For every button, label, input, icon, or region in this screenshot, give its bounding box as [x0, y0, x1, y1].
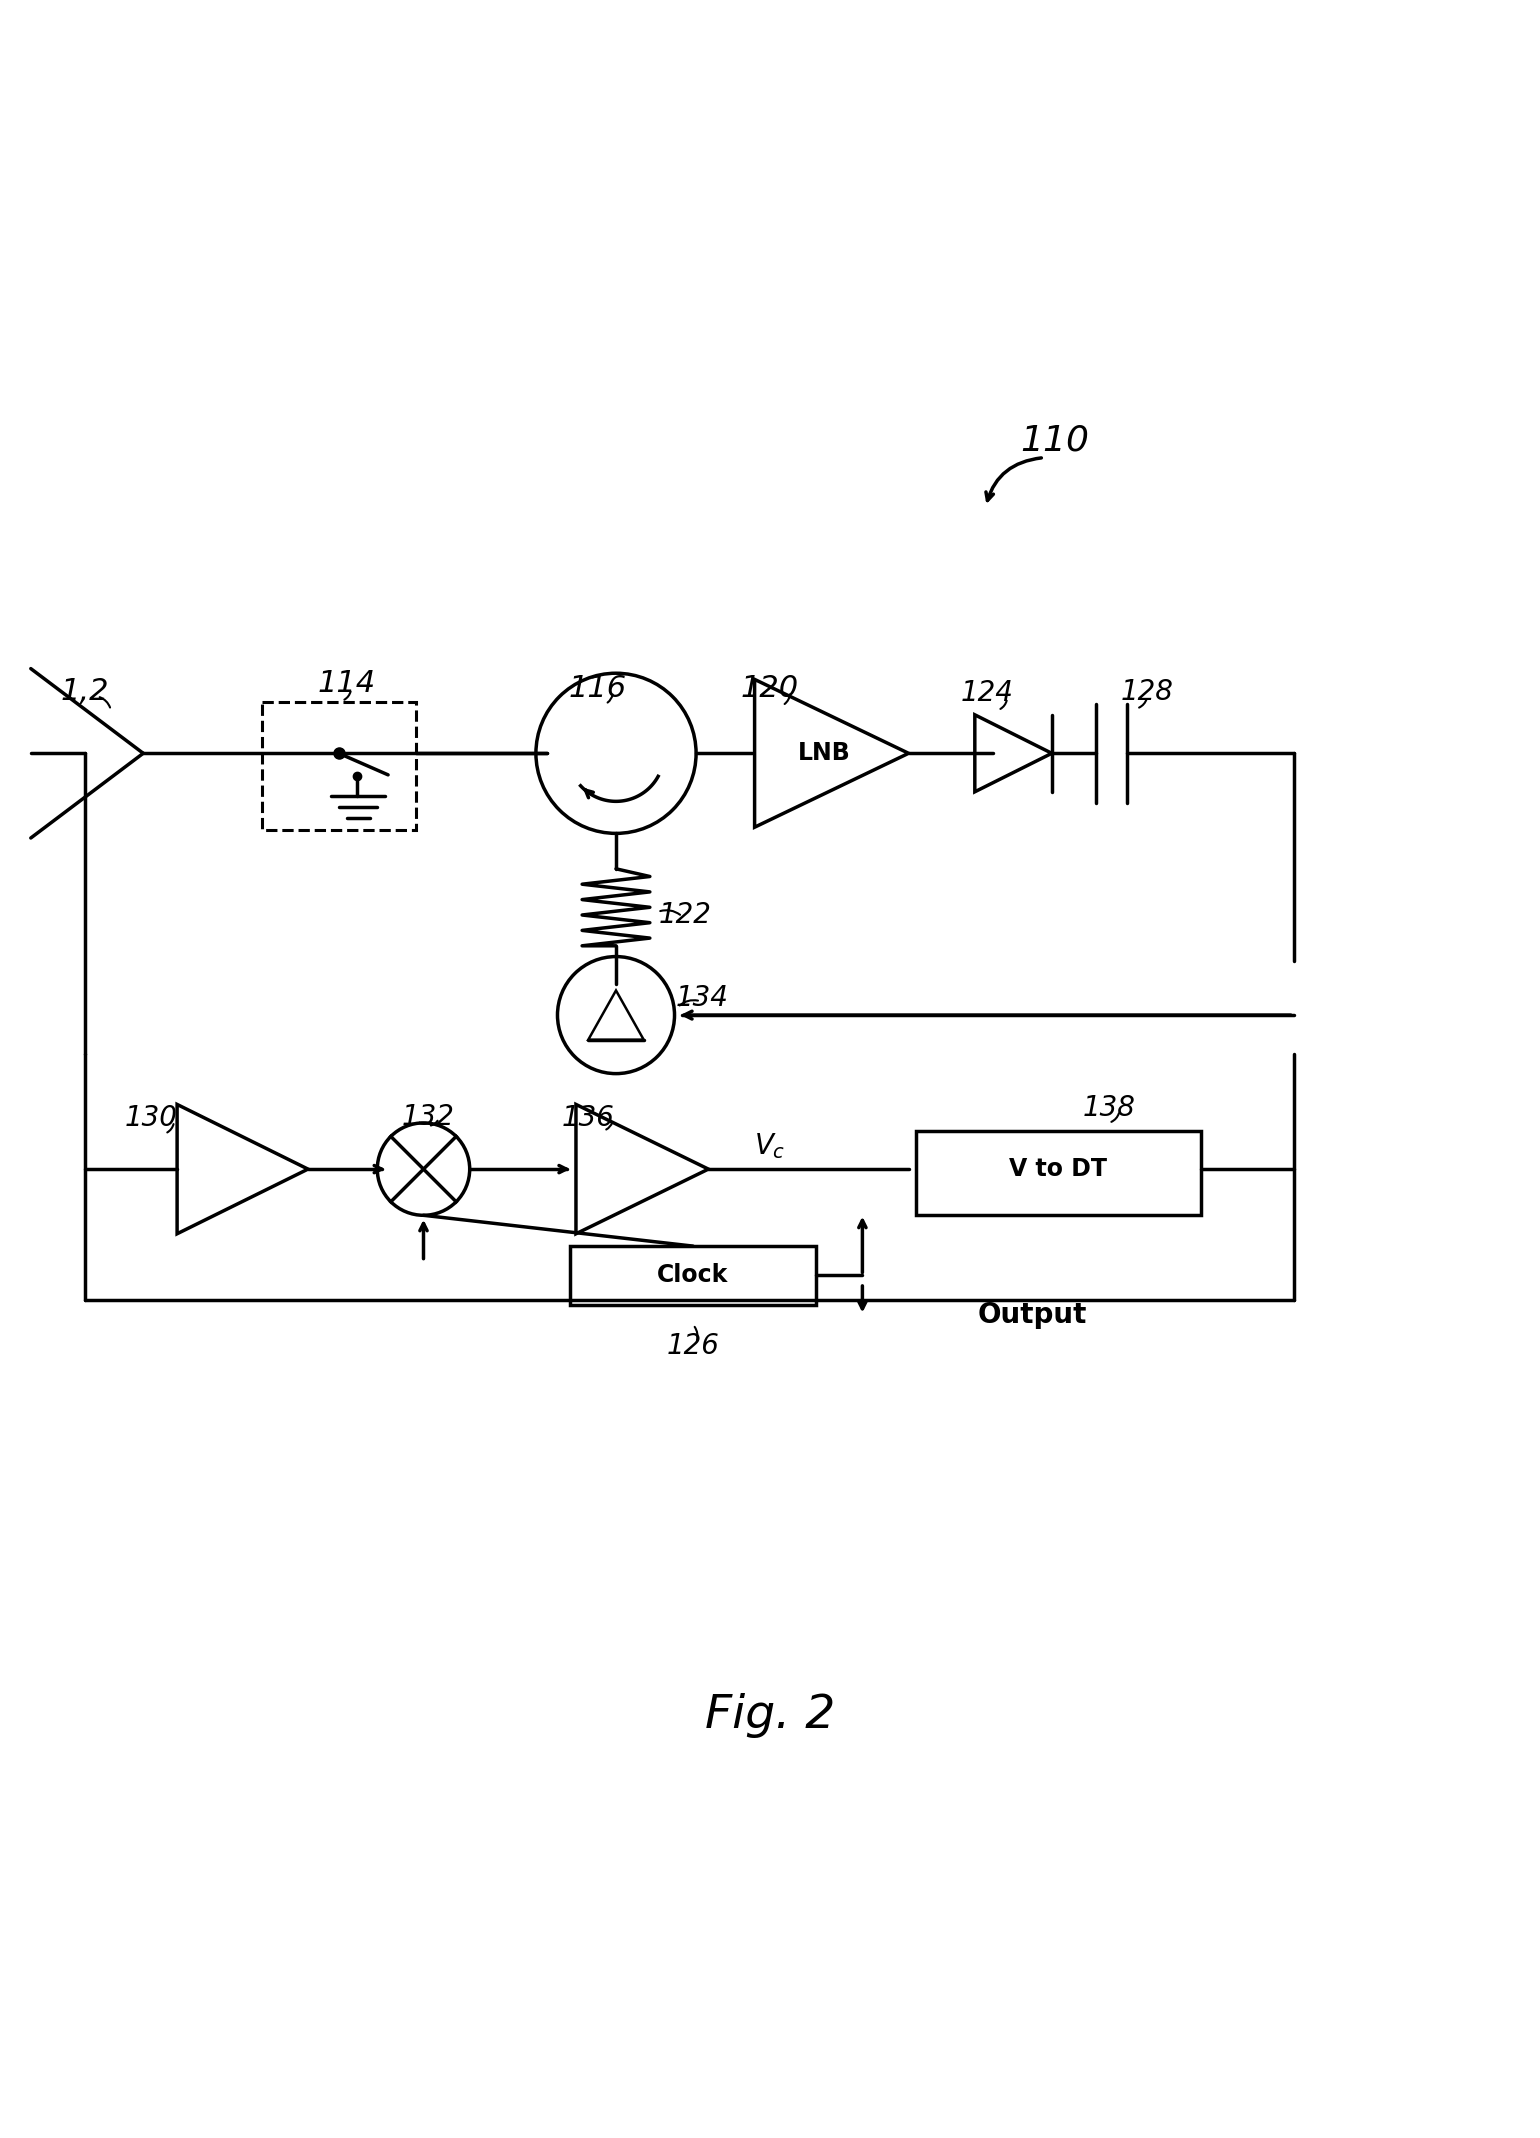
Text: $\mathit{V_c}$: $\mathit{V_c}$ [755, 1131, 785, 1161]
Text: 120: 120 [741, 673, 799, 703]
Text: 114: 114 [317, 669, 376, 699]
Text: 116: 116 [568, 673, 627, 703]
Text: Fig. 2: Fig. 2 [705, 1693, 835, 1738]
Text: 132: 132 [402, 1103, 454, 1131]
Text: 124: 124 [961, 680, 1013, 708]
Text: 110: 110 [1021, 423, 1089, 458]
Text: 1,2: 1,2 [60, 678, 109, 706]
Text: Output: Output [978, 1302, 1087, 1330]
Text: 126: 126 [667, 1332, 719, 1360]
Text: 134: 134 [676, 983, 728, 1011]
Bar [262, 703, 416, 830]
Text: V to DT: V to DT [1009, 1157, 1107, 1180]
Text: 138: 138 [1083, 1093, 1135, 1122]
Text: LNB: LNB [798, 742, 850, 765]
Text: Clock: Clock [658, 1264, 728, 1287]
Text: 122: 122 [659, 900, 711, 930]
Text: 136: 136 [562, 1105, 614, 1133]
Bar [570, 1246, 816, 1304]
Text: 130: 130 [125, 1105, 177, 1133]
Bar [916, 1131, 1201, 1214]
Text: 128: 128 [1121, 678, 1173, 706]
